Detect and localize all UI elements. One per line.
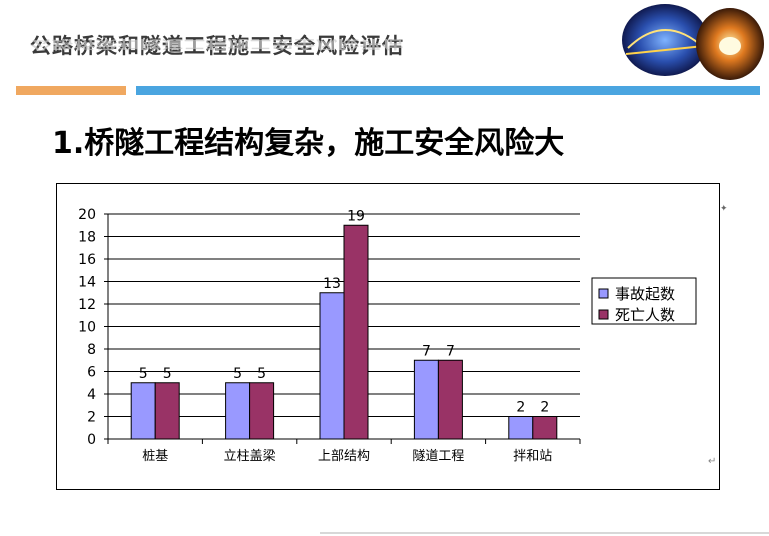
y-tick-label: 8 <box>87 342 96 358</box>
data-label: 19 <box>347 208 365 224</box>
y-tick-label: 18 <box>78 230 96 246</box>
header-photos <box>622 4 764 80</box>
y-tick-label: 6 <box>87 365 96 381</box>
return-mark-icon: ↵ <box>708 456 717 467</box>
anchor-mark-icon: ✦ <box>720 204 728 214</box>
data-label: 2 <box>516 400 525 416</box>
bar <box>249 382 275 440</box>
data-label: 5 <box>163 366 172 382</box>
y-tick-label: 2 <box>87 410 96 426</box>
y-tick-label: 4 <box>87 387 96 403</box>
x-tick-label: 拌和站 <box>513 449 552 464</box>
x-tick-label: 立柱盖梁 <box>224 449 276 464</box>
y-tick-label: 12 <box>78 297 96 313</box>
legend-swatch <box>598 309 609 320</box>
legend-label: 死亡人数 <box>615 306 675 324</box>
y-tick-label: 0 <box>87 432 96 448</box>
slide-heading: 1.桥隧工程结构复杂，施工安全风险大 <box>52 126 565 161</box>
legend-swatch <box>598 288 609 299</box>
bridge-photo <box>622 4 708 76</box>
data-label: 7 <box>446 343 455 359</box>
y-tick-label: 20 <box>78 207 96 223</box>
bridge-deck <box>625 45 705 55</box>
footer-line <box>320 532 769 534</box>
data-label: 5 <box>139 366 148 382</box>
bar <box>225 382 251 440</box>
bar <box>508 416 534 440</box>
tunnel-opening <box>719 37 741 55</box>
bar <box>437 359 463 440</box>
data-label: 13 <box>323 276 341 292</box>
bar <box>532 416 558 440</box>
header-title: 公路桥梁和隧道工程施工安全风险评估 <box>30 34 404 58</box>
y-tick-label: 10 <box>78 320 96 336</box>
chart-frame: 0 2 4 6 8 10 12 14 16 18 20 桩基 5 5 立柱盖梁 5 5 上部结构 13 19 隧道工程 7… <box>56 183 720 490</box>
bar <box>154 382 180 440</box>
data-label: 7 <box>422 343 431 359</box>
accent-bar-blue <box>136 86 760 95</box>
data-label: 2 <box>540 400 549 416</box>
legend-label: 事故起数 <box>615 285 675 303</box>
y-tick-label: 16 <box>78 252 96 268</box>
data-label: 5 <box>233 366 242 382</box>
bar <box>130 382 156 440</box>
x-tick-label: 隧道工程 <box>412 448 464 464</box>
x-tick-label: 上部结构 <box>318 449 370 464</box>
bar <box>413 359 439 440</box>
bar <box>343 224 369 440</box>
data-label: 5 <box>257 366 266 382</box>
header-title-reflection: 公路桥梁和隧道工程施工安全风险评估 <box>30 37 404 51</box>
x-tick-label: 桩基 <box>142 449 168 464</box>
y-tick-label: 14 <box>78 275 96 291</box>
bar <box>319 292 345 440</box>
legend-box <box>591 277 697 325</box>
accent-bar-orange <box>16 86 126 95</box>
